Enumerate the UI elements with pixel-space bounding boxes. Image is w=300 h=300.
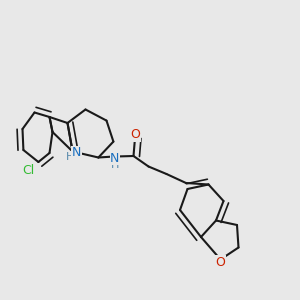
Text: H: H <box>111 160 119 170</box>
Text: O: O <box>216 256 225 269</box>
Text: N: N <box>110 152 120 165</box>
Text: Cl: Cl <box>22 164 34 178</box>
Text: O: O <box>130 128 140 142</box>
Text: H: H <box>65 152 74 162</box>
Text: N: N <box>72 146 81 160</box>
